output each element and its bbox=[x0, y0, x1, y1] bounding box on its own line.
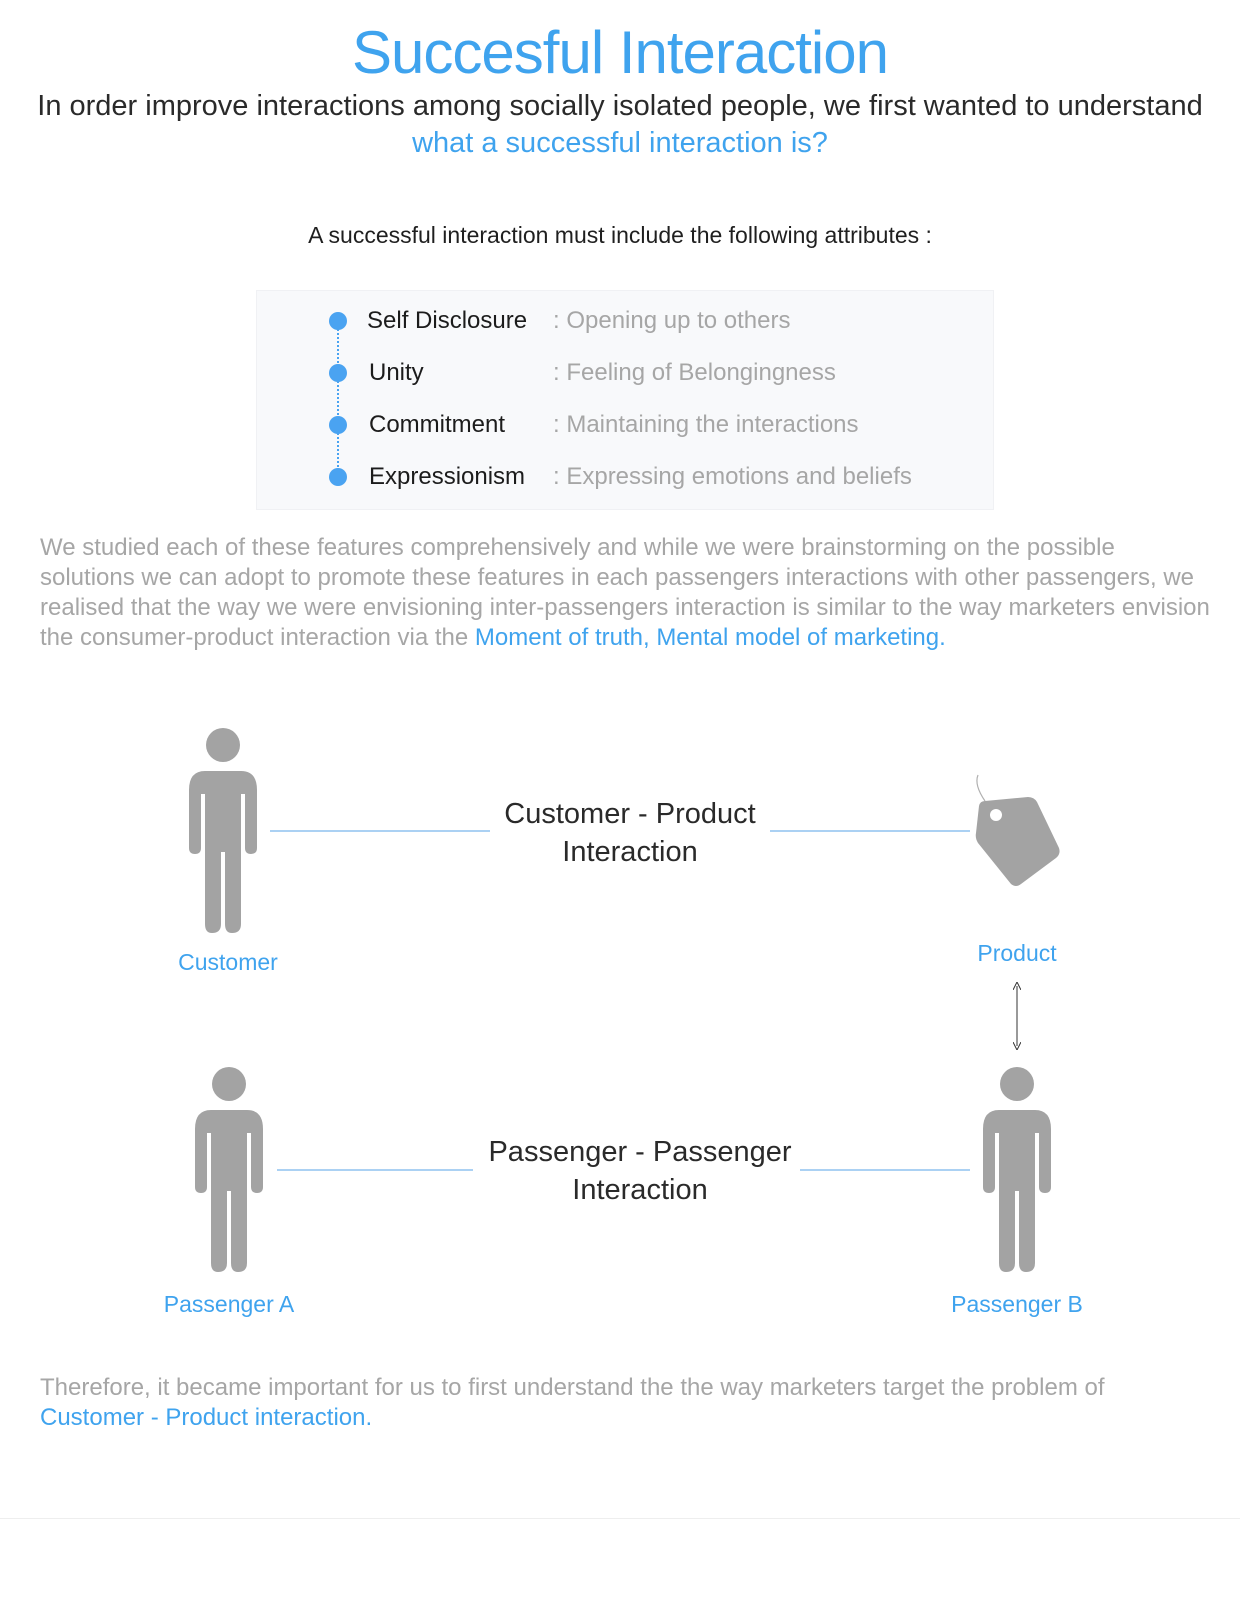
study-text: We studied each of these features compre… bbox=[40, 534, 1210, 651]
intro-text: In order improve interactions among soci… bbox=[20, 88, 1220, 162]
attributes-list: Self Disclosure : Opening up to others U… bbox=[256, 290, 994, 510]
customer-label: Customer bbox=[178, 949, 278, 975]
timeline-dot bbox=[329, 468, 347, 486]
attribute-name: Unity bbox=[369, 359, 424, 386]
relation-line-2: Interaction bbox=[572, 1174, 708, 1206]
attribute-desc: : Expressing emotions and beliefs bbox=[553, 463, 912, 490]
relation-line-1: Passenger - Passenger bbox=[488, 1136, 792, 1168]
attribute-name: Self Disclosure bbox=[367, 307, 528, 334]
page-title: Succesful Interaction bbox=[352, 19, 889, 86]
attribute-desc: : Feeling of Belongingness bbox=[553, 359, 836, 386]
passenger-b-person-icon bbox=[983, 1067, 1051, 1272]
intro-question: what a successful interaction is? bbox=[412, 127, 828, 159]
relation-line-2: Interaction bbox=[562, 836, 698, 868]
relation-line-1: Customer - Product bbox=[504, 798, 756, 830]
intro-line-1: In order improve interactions among soci… bbox=[37, 90, 1203, 122]
passenger-a-label: Passenger A bbox=[163, 1291, 295, 1317]
customer-product-relation-label: Customer - Product Interaction bbox=[470, 795, 790, 871]
passenger-b-label: Passenger B bbox=[951, 1291, 1083, 1317]
conclusion-text: Therefore, it became important for us to… bbox=[40, 1374, 1105, 1401]
attribute-name: Commitment bbox=[369, 411, 506, 438]
timeline-dot bbox=[329, 364, 347, 382]
passenger-passenger-relation-label: Passenger - Passenger Interaction bbox=[460, 1133, 820, 1209]
attribute-desc: : Maintaining the interactions bbox=[553, 411, 859, 438]
attributes-lead: A successful interaction must include th… bbox=[308, 222, 932, 248]
timeline-dot bbox=[329, 312, 347, 330]
timeline-dotted-line bbox=[337, 321, 339, 471]
product-label: Product bbox=[977, 940, 1057, 966]
price-tag-icon bbox=[975, 774, 1060, 886]
conclusion-highlight: Customer - Product interaction. bbox=[40, 1404, 373, 1431]
passenger-a-person-icon bbox=[195, 1067, 263, 1272]
study-highlight: Moment of truth, Mental model of marketi… bbox=[474, 624, 946, 651]
attribute-name: Expressionism bbox=[369, 463, 526, 490]
study-paragraph: We studied each of these features compre… bbox=[40, 533, 1210, 653]
footer-divider bbox=[0, 1518, 1240, 1519]
attribute-desc: : Opening up to others bbox=[553, 307, 791, 334]
customer-person-icon bbox=[189, 728, 257, 933]
conclusion-paragraph: Therefore, it became important for us to… bbox=[40, 1373, 1210, 1433]
timeline-dot bbox=[329, 416, 347, 434]
